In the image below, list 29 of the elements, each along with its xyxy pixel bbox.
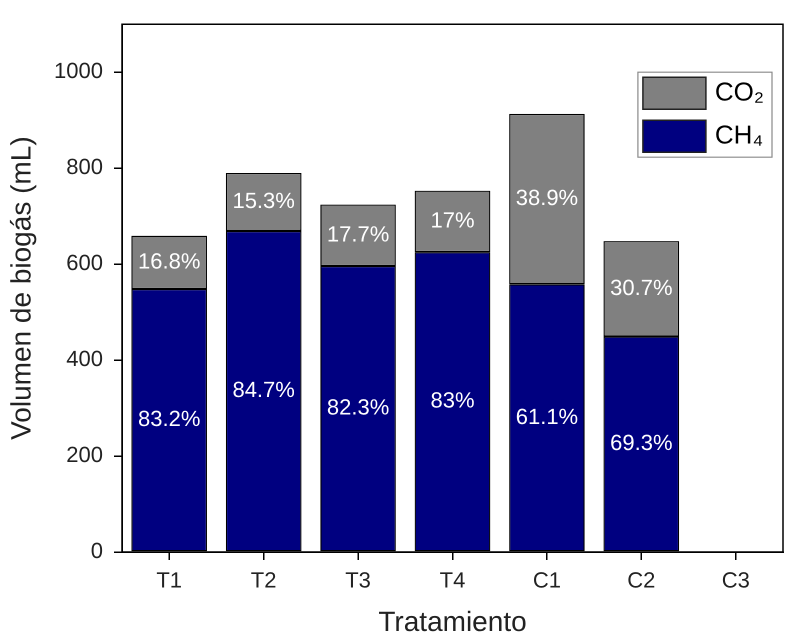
annotation: 83.2% [138, 406, 200, 432]
y-tick-label: 400 [66, 346, 103, 372]
annotation: 83% [430, 388, 475, 413]
annotation: 17.7% [326, 221, 390, 246]
annotation: 82.3% [326, 394, 390, 420]
annotation: 30.7% [610, 274, 673, 300]
annotation: 38.9% [516, 185, 578, 210]
y-tick-label: 1000 [54, 58, 103, 84]
x-tick-label: T1 [156, 567, 182, 592]
x-tick-label: T4 [440, 567, 466, 592]
y-tick-label: 800 [66, 154, 103, 180]
annotation: 84.7% [232, 377, 295, 402]
annotation: 17% [430, 207, 475, 232]
x-tick-label: C1 [532, 567, 561, 592]
legend-label: CH₄ [714, 119, 764, 150]
annotation: 16.8% [138, 248, 200, 274]
x-tick-label: C2 [627, 567, 656, 592]
x-tick-label: T2 [250, 567, 276, 592]
annotation: 61.1% [516, 404, 578, 429]
x-axis-title: Tratamiento [378, 606, 527, 635]
x-tick-label: C3 [722, 567, 750, 592]
y-tick-label: 200 [66, 442, 103, 468]
annotation: 15.3% [232, 188, 295, 214]
y-tick-label: 0 [90, 538, 103, 564]
y-tick-label: 600 [66, 250, 103, 276]
y-axis-title: Volumen de biogás (mL) [6, 136, 37, 440]
legend-label: CO₂ [714, 76, 764, 106]
x-tick-label: T3 [345, 567, 371, 592]
annotation: 69.3% [610, 430, 673, 455]
